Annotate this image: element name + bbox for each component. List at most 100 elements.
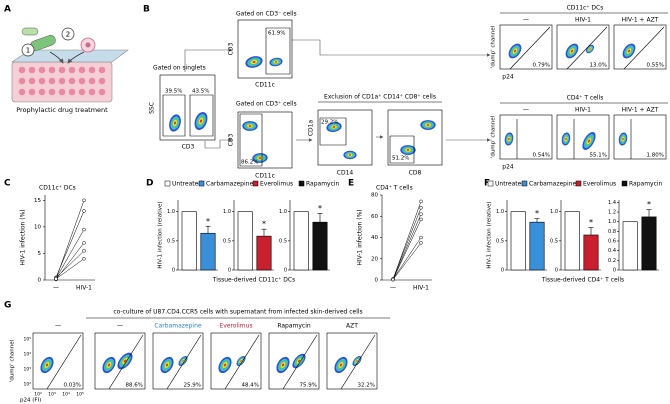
axis-label: CD8: [409, 170, 422, 177]
flow-plot-frame: [387, 109, 443, 166]
axis-label: CD14: [337, 170, 354, 177]
legend-label: Untreated: [495, 181, 525, 188]
y-tick-label: 5: [38, 251, 42, 257]
axis-label: HIV-1 infection (relative): [158, 201, 164, 268]
x-tick-label: 10³: [48, 392, 56, 398]
significance: *: [318, 204, 322, 213]
legend-swatch: [575, 180, 582, 187]
density: [627, 49, 631, 53]
plot-title: Gated on singlets: [153, 65, 206, 72]
donor-point: [82, 227, 86, 232]
density: [45, 363, 49, 367]
density: [281, 363, 285, 367]
axis-label: 'dump' channel: [491, 25, 497, 68]
axis-label: Tissue-derived CD11c⁺ DCs: [212, 277, 295, 284]
density: [570, 49, 574, 53]
y-tick-label: 15: [34, 198, 41, 204]
axis-label: 'dump' channel: [491, 115, 497, 158]
donor-line: [55, 258, 85, 280]
axis-label: p24: [502, 74, 514, 81]
gate: [509, 26, 551, 70]
gate-value: 88.6%: [126, 383, 143, 389]
gate-value: 1.80%: [647, 153, 664, 159]
donor-line: [55, 210, 85, 278]
density: [223, 363, 227, 367]
x-tick-label: HIV-1: [76, 285, 92, 292]
y-tick-label: 1.4: [608, 200, 616, 206]
gate-value: 0.79%: [533, 63, 550, 69]
gate: [623, 26, 665, 70]
caption: Prophylactic drug treatment: [16, 106, 108, 114]
panel-label: A: [4, 5, 11, 15]
panel-label: C: [4, 179, 11, 189]
gate-value: 13.0%: [590, 63, 607, 69]
density: [248, 125, 252, 127]
section-header: Exclusion of CD1a⁺ CD14⁺ CD8⁺ cells: [324, 94, 436, 101]
gate: [162, 94, 186, 137]
density: [356, 360, 358, 362]
legend-swatch: [621, 180, 628, 187]
density: [513, 49, 517, 53]
y-tick-label: 10⁴: [23, 352, 31, 358]
y-tick-label: 0.8: [608, 229, 616, 235]
significance: *: [589, 218, 593, 227]
y-tick-label: 0: [284, 268, 287, 274]
condition-label: —: [523, 17, 529, 24]
pill: [21, 27, 39, 36]
x-tick-label: 10²: [34, 392, 42, 398]
density: [426, 124, 430, 126]
density: [587, 139, 591, 143]
y-tick-label: 1.0: [279, 209, 287, 215]
gate: [282, 334, 318, 390]
chart-title: CD4⁺ T cells: [376, 185, 413, 192]
y-tick-label: 0.5: [279, 238, 287, 244]
axis-label: CD1a: [308, 120, 315, 137]
section-header: CD4⁺ T cells: [567, 95, 604, 102]
legend-label: Everolimus: [260, 181, 293, 188]
flow-plot-frame: [613, 24, 667, 70]
gate: [46, 334, 82, 390]
gate-value: 25.9%: [184, 383, 201, 389]
gate-value: 29.2%: [321, 120, 338, 126]
gate-value: 75.9%: [300, 383, 317, 389]
gate: [166, 334, 202, 390]
flow-plot-frame: [152, 332, 204, 390]
significance: *: [262, 220, 266, 229]
density: [332, 126, 336, 128]
density: [589, 48, 591, 50]
legend-label: Rapamycin: [306, 181, 340, 188]
y-tick-label: 0.5: [496, 238, 504, 244]
bar: [237, 211, 253, 271]
density: [274, 61, 278, 63]
legend-label: Carbamazepine: [206, 181, 253, 188]
density: [199, 119, 203, 123]
gate-value: 55.1%: [590, 153, 607, 159]
significance: *: [206, 217, 210, 226]
axis-label: CD11c: [255, 82, 275, 89]
gate-value: 0.54%: [533, 153, 550, 159]
flow-plot-frame: [499, 24, 553, 70]
gate-value: 0.55%: [647, 63, 664, 69]
y-tick-label: 0: [38, 278, 42, 284]
panel-label: E: [348, 179, 354, 189]
x-tick-label: 10⁵: [76, 392, 84, 398]
legend-swatch: [487, 180, 494, 187]
donor-line: [392, 214, 422, 280]
y-tick-label: 0: [555, 268, 558, 274]
axis-label: HIV-1 infection (%): [357, 209, 364, 265]
gate-value: 43.5%: [192, 89, 209, 95]
density: [622, 137, 624, 141]
condition-label: —: [55, 323, 61, 330]
bar: [641, 216, 657, 271]
axis-label: 'dump' channel: [10, 339, 16, 382]
y-tick-label: 0: [375, 278, 379, 284]
donor-point: [419, 241, 423, 245]
flow-plot-frame: [32, 332, 84, 390]
legend-swatch: [521, 180, 528, 187]
gate-value: 0.03%: [64, 383, 81, 389]
density: [348, 154, 352, 156]
arrow: [49, 51, 64, 64]
density: [165, 363, 169, 367]
axis-label: CD3: [228, 134, 235, 147]
